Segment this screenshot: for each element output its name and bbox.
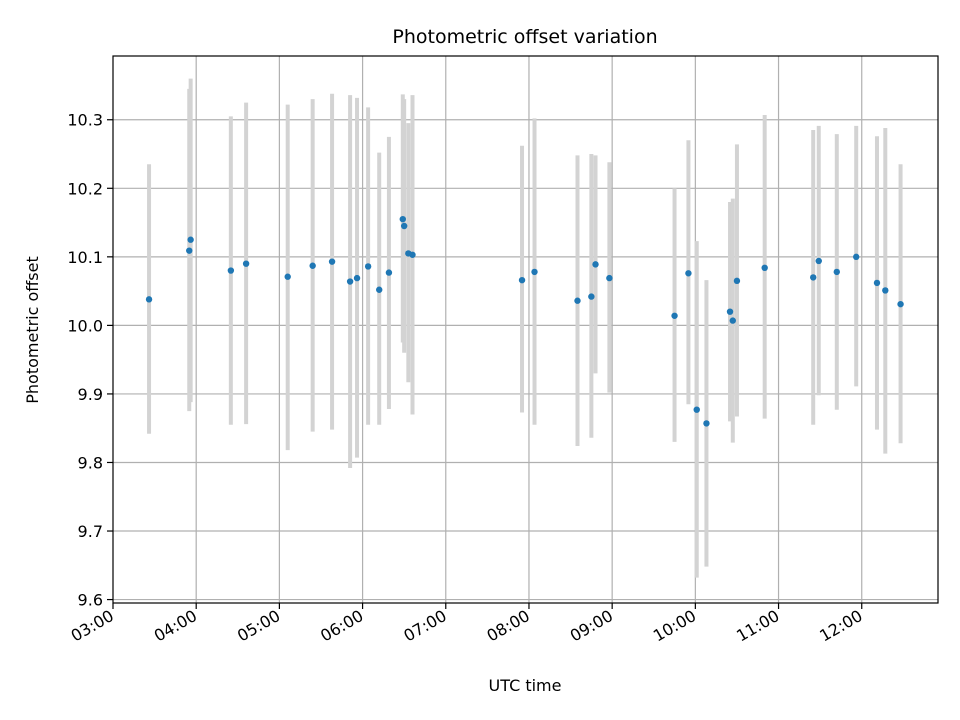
data-point <box>574 297 581 304</box>
data-point <box>531 268 538 276</box>
chart-title: Photometric offset variation <box>392 26 657 48</box>
data-point <box>882 287 889 294</box>
data-point <box>729 317 736 324</box>
y-tick-label: 10.0 <box>67 316 103 335</box>
data-point <box>671 312 678 319</box>
data-point <box>693 406 700 413</box>
y-tick-label: 10.3 <box>67 111 103 130</box>
data-point <box>328 258 336 265</box>
data-point <box>703 420 710 427</box>
data-point <box>518 276 526 284</box>
grid-layer <box>113 56 938 603</box>
data-point <box>242 260 250 267</box>
y-axis: 9.6 9.7 9.8 9.9 10.0 10.1 10.2 10.3 <box>67 111 113 610</box>
data-point <box>400 222 408 230</box>
data-point <box>284 273 291 280</box>
data-point <box>852 253 860 261</box>
data-point <box>815 257 822 265</box>
data-point <box>726 308 734 315</box>
plot-area-frame <box>112 55 939 604</box>
y-tick-label: 9.9 <box>78 385 103 404</box>
data-point <box>376 286 383 293</box>
data-point <box>145 296 153 303</box>
data-point <box>409 251 416 258</box>
x-axis-label: UTC time <box>489 676 562 695</box>
data-point <box>606 274 613 282</box>
data-point <box>810 274 817 281</box>
data-point <box>761 264 768 272</box>
data-point <box>685 270 692 277</box>
data-point <box>399 215 406 223</box>
data-point <box>833 268 840 276</box>
data-point <box>385 269 393 276</box>
data-point <box>733 277 741 285</box>
data-point <box>588 293 595 300</box>
data-point <box>353 274 361 282</box>
data-point <box>592 261 599 268</box>
data-point <box>873 279 881 287</box>
point-layer <box>145 215 904 427</box>
data-point <box>364 263 372 270</box>
y-axis-label: Photometric offset <box>23 256 42 404</box>
y-tick-label: 10.2 <box>67 179 103 198</box>
y-tick-label: 9.7 <box>78 522 103 541</box>
data-point <box>346 278 354 285</box>
data-point <box>309 262 316 269</box>
y-tick-label: 9.6 <box>78 591 103 610</box>
y-tick-label: 10.1 <box>67 248 103 267</box>
data-point <box>227 267 235 274</box>
y-tick-label: 9.8 <box>78 453 103 472</box>
data-point <box>187 236 194 243</box>
data-point <box>186 247 193 254</box>
data-point <box>897 300 904 308</box>
